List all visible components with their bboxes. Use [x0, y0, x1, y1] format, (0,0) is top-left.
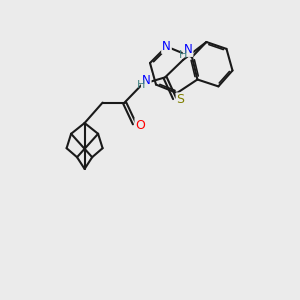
- Text: N: N: [142, 74, 151, 87]
- Text: H: H: [179, 50, 188, 60]
- Text: N: N: [184, 43, 193, 56]
- Text: O: O: [136, 118, 145, 132]
- Text: H: H: [137, 80, 145, 90]
- Text: S: S: [177, 93, 184, 106]
- Text: N: N: [162, 40, 171, 53]
